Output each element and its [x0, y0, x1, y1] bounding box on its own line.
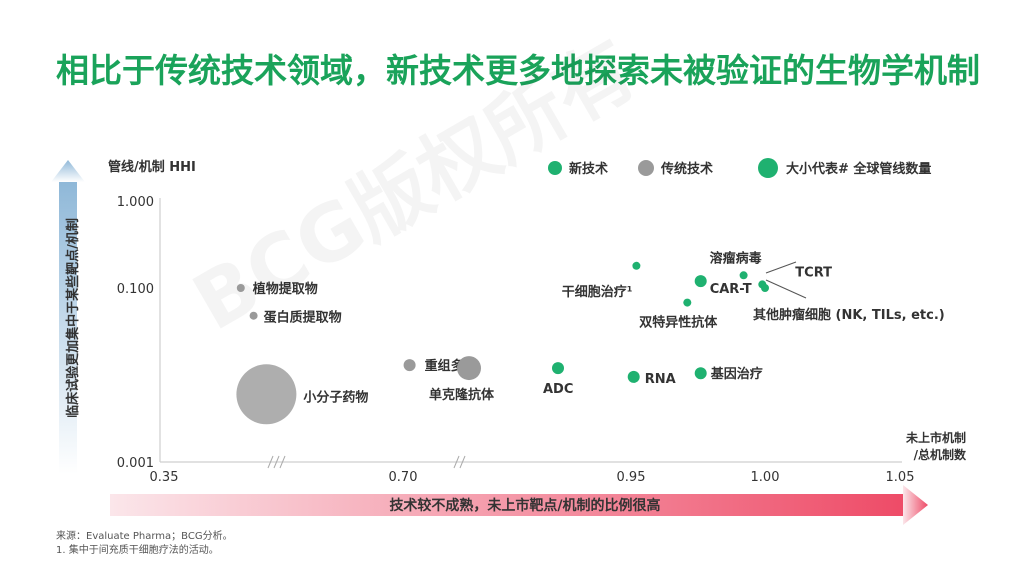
legend-marker-size: [758, 158, 778, 178]
y-tick-label: 0.100: [117, 282, 154, 297]
legend-label-traditional: 传统技术: [660, 161, 713, 177]
x-tick-label: 0.95: [617, 470, 646, 485]
new-tech-point: [694, 367, 707, 380]
point-label: CAR-T: [710, 282, 752, 297]
y-axis-title: 管线/机制 HHI: [108, 159, 196, 175]
new-tech-point: [694, 275, 707, 288]
x-arrow-label: 技术较不成熟，未上市靶点/机制的比例很高: [389, 497, 660, 514]
legend: 新技术 传统技术 大小代表# 全球管线数量: [548, 158, 931, 178]
y-arrow-label: 临床试验更加集中于某些靶点/机制: [65, 218, 81, 418]
traditional-tech-point: [403, 359, 416, 372]
footer: 来源：Evaluate Pharma；BCG分析。 1. 集中于间充质干细胞疗法…: [56, 530, 233, 558]
traditional-tech-point: [236, 364, 297, 425]
x-axis-arrow: [110, 485, 928, 525]
new-tech-point: [683, 298, 692, 307]
y-axis-arrow: [51, 160, 85, 474]
leader-lines: [765, 261, 807, 299]
footnote: 1. 集中于间充质干细胞疗法的活动。: [56, 545, 219, 556]
legend-label-size: 大小代表# 全球管线数量: [786, 161, 931, 177]
x-axis-break-1: [267, 455, 286, 469]
legend-marker-new: [548, 161, 562, 175]
point-label: 其他肿瘤细胞 (NK, TILs, etc.): [753, 307, 945, 323]
point-label: 单克隆抗体: [429, 387, 495, 403]
point-label: 溶瘤病毒: [710, 250, 762, 266]
x-tick-label: 1.00: [751, 470, 780, 485]
point-label: TCRT: [795, 265, 832, 280]
x-axis-title-line1: 未上市机制: [905, 430, 966, 445]
traditional-tech-point: [457, 356, 481, 381]
point-label: 干细胞治疗¹: [562, 284, 633, 300]
x-tick-label: 0.35: [150, 470, 179, 485]
new-tech-point: [739, 271, 748, 280]
new-tech-point: [552, 362, 564, 375]
new-tech-point: [761, 284, 769, 292]
point-label: 植物提取物: [252, 281, 318, 297]
source-note: 来源：Evaluate Pharma；BCG分析。: [56, 531, 233, 542]
x-tick-label: 1.05: [886, 470, 915, 485]
page-title: 相比于传统技术领域，新技术更多地探索未被验证的生物学机制: [56, 51, 980, 90]
legend-marker-traditional: [638, 160, 654, 176]
new-tech-point: [627, 370, 640, 383]
new-tech-point: [632, 261, 641, 270]
traditional-tech-point: [249, 311, 258, 320]
x-axis-break-2: [453, 455, 466, 469]
point-label: RNA: [645, 372, 676, 387]
x-tick-label: 0.70: [389, 470, 418, 485]
point-label: 基因治疗: [710, 366, 763, 382]
point-label: 小分子药物: [303, 389, 368, 405]
point-label: 蛋白质提取物: [264, 310, 342, 326]
traditional-tech-point: [236, 284, 245, 292]
x-axis-title-line2: /总机制数: [914, 447, 967, 462]
point-label: 双特异性抗体: [639, 315, 718, 331]
point-label: ADC: [543, 382, 573, 397]
y-tick-label: 0.001: [117, 456, 154, 471]
y-tick-label: 1.000: [117, 195, 154, 210]
legend-label-new: 新技术: [569, 161, 608, 177]
